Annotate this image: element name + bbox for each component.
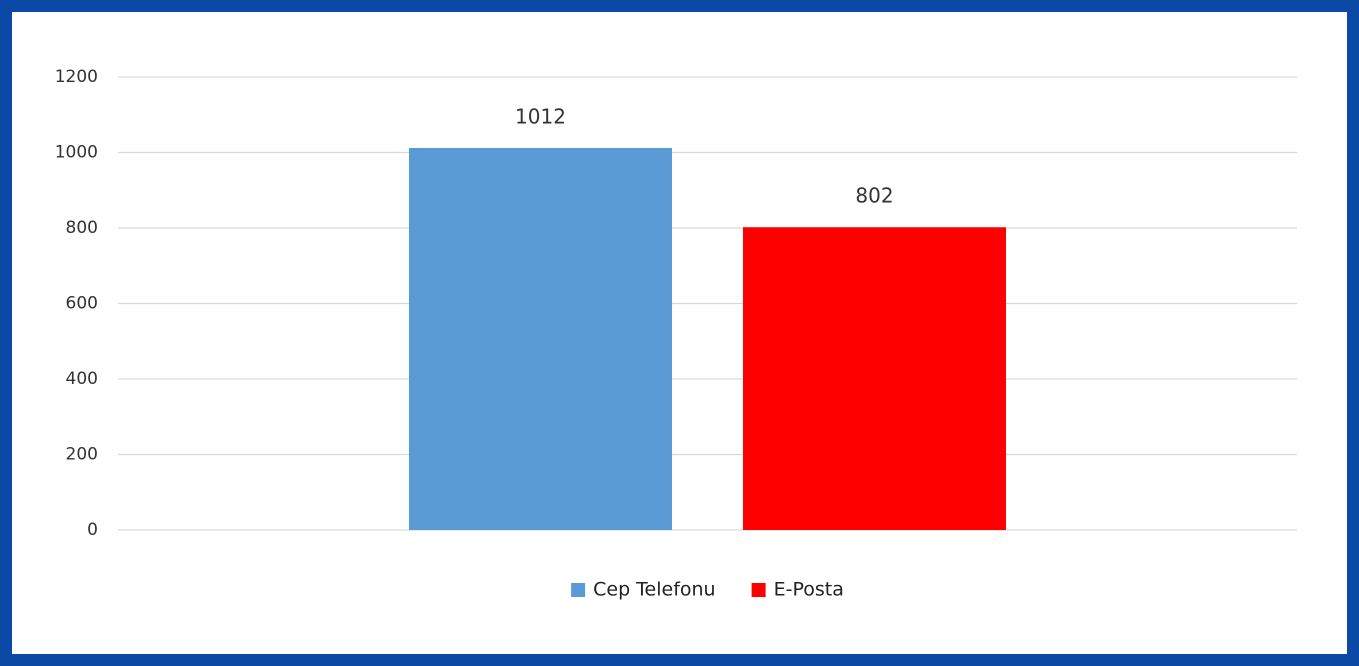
data-label: 1012	[515, 104, 566, 128]
bar	[409, 147, 672, 530]
legend-label: E-Posta	[774, 579, 844, 601]
y-tick-label: 400	[66, 369, 98, 389]
legend-label: Cep Telefonu	[593, 579, 716, 601]
y-tick-label: 1200	[55, 67, 98, 87]
y-tick-label: 600	[66, 294, 98, 314]
legend-swatch	[571, 583, 586, 597]
chart: 0 200 400 600 800 1000 1200 1012 802 Cep Telefonu…	[55, 67, 1297, 601]
legend-swatch	[751, 583, 766, 597]
y-tick-label: 1000	[55, 143, 98, 163]
data-label: 802	[855, 184, 893, 208]
y-tick-label: 0	[87, 520, 98, 540]
y-tick-label: 200	[66, 445, 98, 465]
bar	[743, 227, 1006, 530]
y-tick-label: 800	[66, 218, 98, 238]
